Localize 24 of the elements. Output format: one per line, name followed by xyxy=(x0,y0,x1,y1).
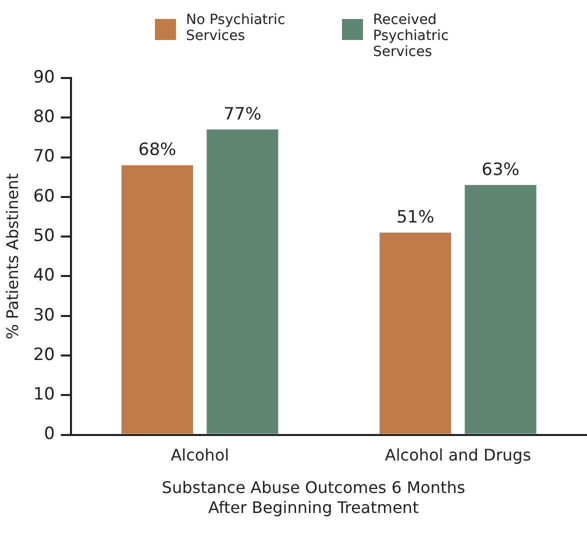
y-tick-label: 90 xyxy=(33,67,55,88)
y-tick-label: 30 xyxy=(33,305,55,326)
y-tick-label: 0 xyxy=(44,424,55,444)
y-tick-label: 50 xyxy=(33,226,55,246)
legend-label: Received Psychiatric Services xyxy=(373,12,450,60)
bar xyxy=(380,232,452,434)
data-label: 51% xyxy=(396,208,434,228)
y-tick-label: 20 xyxy=(33,344,55,365)
y-tick-label: 60 xyxy=(33,186,55,206)
x-tick-label: Alcohol xyxy=(170,446,230,465)
y-tick-label: 80 xyxy=(33,107,55,128)
legend-label: No Psychiatric Services xyxy=(186,12,286,44)
y-tick-label: 10 xyxy=(33,384,55,405)
data-label: 77% xyxy=(224,104,262,124)
y-tick-label: 70 xyxy=(33,146,55,167)
bar xyxy=(206,130,278,434)
bar xyxy=(122,165,194,434)
y-tick-label: 40 xyxy=(33,266,55,286)
bar xyxy=(464,185,536,434)
x-tick-label: Alcohol and Drugs xyxy=(384,446,532,465)
data-label: 68% xyxy=(138,140,176,160)
x-axis-title: Substance Abuse Outcomes 6 Months After Beginning Treatment xyxy=(160,478,466,518)
data-label: 63% xyxy=(482,160,520,180)
y-axis-title: % Patients Abstinent xyxy=(2,173,22,340)
